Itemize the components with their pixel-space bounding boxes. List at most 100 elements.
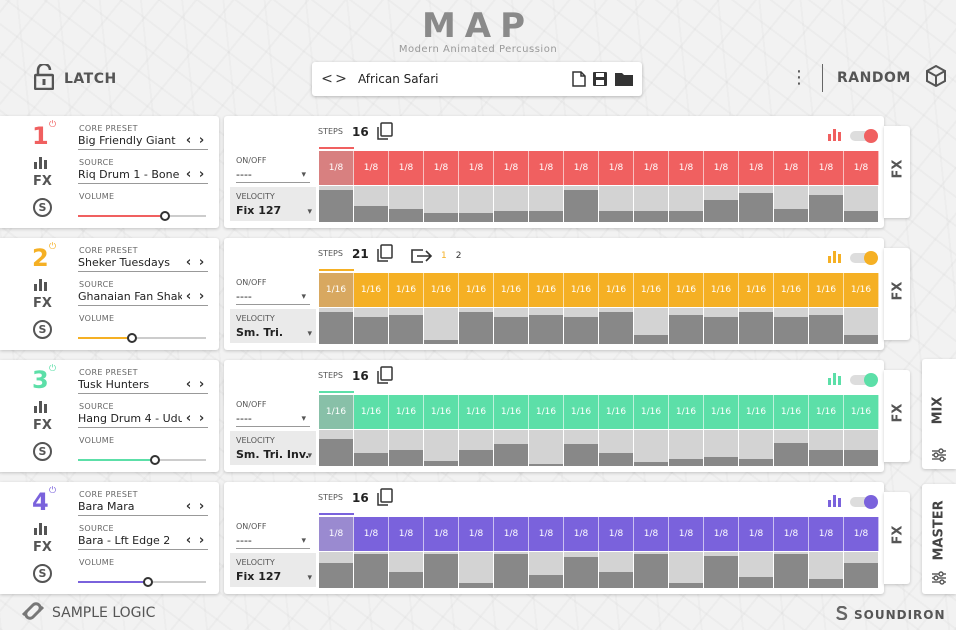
step-division[interactable]: 1/8 — [774, 517, 809, 551]
bars-icon[interactable] — [34, 520, 48, 539]
step-division[interactable]: 1/16 — [319, 395, 354, 429]
step-division[interactable]: 1/8 — [704, 151, 739, 185]
velocity-step[interactable] — [354, 186, 389, 222]
next-arrow-icon[interactable]: › — [198, 255, 205, 270]
velocity-step[interactable] — [809, 186, 844, 222]
power-icon[interactable]: ⏻ — [49, 486, 57, 496]
velocity-step[interactable] — [389, 430, 424, 466]
volume-knob[interactable] — [149, 455, 160, 465]
track-toggle[interactable] — [850, 494, 878, 509]
copy-icon[interactable] — [376, 244, 394, 266]
onoff-select[interactable]: ---- ▾ — [236, 534, 310, 549]
velocity-step[interactable] — [599, 186, 634, 222]
step-division[interactable]: 1/16 — [354, 395, 389, 429]
velocity-step[interactable] — [389, 308, 424, 344]
next-arrow-icon[interactable]: › — [198, 133, 205, 148]
step-division[interactable]: 1/16 — [809, 273, 844, 307]
velocity-step[interactable] — [599, 430, 634, 466]
step-division[interactable]: 1/8 — [739, 517, 774, 551]
step-division[interactable]: 1/8 — [529, 517, 564, 551]
step-division[interactable]: 1/16 — [669, 395, 704, 429]
onoff-select[interactable]: ---- ▾ — [236, 290, 310, 305]
bars-icon[interactable] — [34, 398, 48, 417]
velocity-step[interactable] — [319, 552, 354, 588]
volume-knob[interactable] — [143, 577, 154, 587]
velocity-step[interactable] — [529, 186, 564, 222]
step-division[interactable]: 1/8 — [599, 151, 634, 185]
core-preset-select[interactable]: Bara Mara ‹ › — [78, 498, 208, 516]
next-arrow-icon[interactable]: › — [198, 411, 205, 426]
sample-icon[interactable]: S — [33, 442, 52, 461]
prev-arrow-icon[interactable]: ‹ — [185, 255, 192, 270]
velocity-step[interactable] — [494, 308, 529, 344]
step-division[interactable]: 1/8 — [494, 151, 529, 185]
next-arrow-icon[interactable]: › — [198, 289, 205, 304]
export-icon[interactable] — [410, 248, 434, 268]
copy-icon[interactable] — [376, 122, 394, 144]
step-division[interactable]: 1/8 — [669, 517, 704, 551]
step-division[interactable]: 1/8 — [319, 517, 354, 551]
velocity-step[interactable] — [494, 430, 529, 466]
fx-button[interactable]: FX — [33, 418, 52, 433]
random-button[interactable]: RANDOM — [837, 70, 911, 86]
velocity-step[interactable] — [459, 552, 494, 588]
bars-icon[interactable] — [828, 248, 842, 267]
prev-arrow-icon[interactable]: ‹ — [185, 499, 192, 514]
velocity-step[interactable] — [774, 552, 809, 588]
step-division[interactable]: 1/8 — [564, 517, 599, 551]
source-select[interactable]: Ghanaian Fan Shaker ‹ › — [78, 288, 208, 306]
velocity-step[interactable] — [739, 308, 774, 344]
prev-preset-button[interactable]: < — [321, 71, 333, 87]
step-division[interactable]: 1/16 — [634, 273, 669, 307]
sample-icon[interactable]: S — [33, 320, 52, 339]
step-division[interactable]: 1/8 — [774, 151, 809, 185]
velocity-step[interactable] — [529, 308, 564, 344]
onoff-select[interactable]: ---- ▾ — [236, 168, 310, 183]
velocity-step[interactable] — [424, 552, 459, 588]
next-preset-button[interactable]: > — [335, 71, 347, 87]
velocity-step[interactable] — [809, 308, 844, 344]
step-division[interactable]: 1/8 — [634, 517, 669, 551]
step-division[interactable]: 1/16 — [809, 395, 844, 429]
steps-value[interactable]: 16 — [352, 125, 369, 139]
copy-icon[interactable] — [376, 488, 394, 510]
latch-button[interactable]: LATCH — [33, 62, 117, 94]
velocity-select[interactable]: VELOCITY Fix 127 ▾ — [230, 187, 316, 221]
step-division[interactable]: 1/16 — [774, 273, 809, 307]
velocity-step[interactable] — [704, 186, 739, 222]
folder-icon[interactable] — [614, 71, 634, 87]
step-division[interactable]: 1/16 — [564, 273, 599, 307]
velocity-step[interactable] — [459, 186, 494, 222]
preset-name[interactable]: African Safari — [358, 72, 439, 86]
velocity-step[interactable] — [564, 186, 599, 222]
volume-knob[interactable] — [160, 211, 171, 221]
steps-value[interactable]: 16 — [352, 369, 369, 383]
source-select[interactable]: Riq Drum 1 - Bone 2 ‹ › — [78, 166, 208, 184]
step-division[interactable]: 1/8 — [844, 151, 879, 185]
velocity-step[interactable] — [459, 308, 494, 344]
velocity-step[interactable] — [774, 308, 809, 344]
step-division[interactable]: 1/16 — [319, 273, 354, 307]
page-number[interactable]: 2 — [455, 251, 462, 261]
next-arrow-icon[interactable]: › — [198, 499, 205, 514]
step-division[interactable]: 1/16 — [494, 395, 529, 429]
step-division[interactable]: 1/16 — [389, 273, 424, 307]
step-division[interactable]: 1/16 — [704, 395, 739, 429]
fx-button[interactable]: FX — [33, 296, 52, 311]
copy-icon[interactable] — [376, 366, 394, 388]
track-toggle[interactable] — [850, 128, 878, 143]
step-division[interactable]: 1/8 — [389, 517, 424, 551]
step-division[interactable]: 1/8 — [319, 151, 354, 185]
step-division[interactable]: 1/16 — [704, 273, 739, 307]
bars-icon[interactable] — [828, 370, 842, 389]
velocity-step[interactable] — [669, 186, 704, 222]
step-division[interactable]: 1/16 — [494, 273, 529, 307]
step-division[interactable]: 1/16 — [844, 273, 879, 307]
velocity-step[interactable] — [774, 430, 809, 466]
velocity-step[interactable] — [634, 552, 669, 588]
prev-arrow-icon[interactable]: ‹ — [185, 377, 192, 392]
sample-icon[interactable]: S — [33, 198, 52, 217]
volume-slider[interactable] — [78, 211, 206, 221]
velocity-step[interactable] — [844, 308, 879, 344]
core-preset-select[interactable]: Big Friendly Giant ‹ › — [78, 132, 208, 150]
